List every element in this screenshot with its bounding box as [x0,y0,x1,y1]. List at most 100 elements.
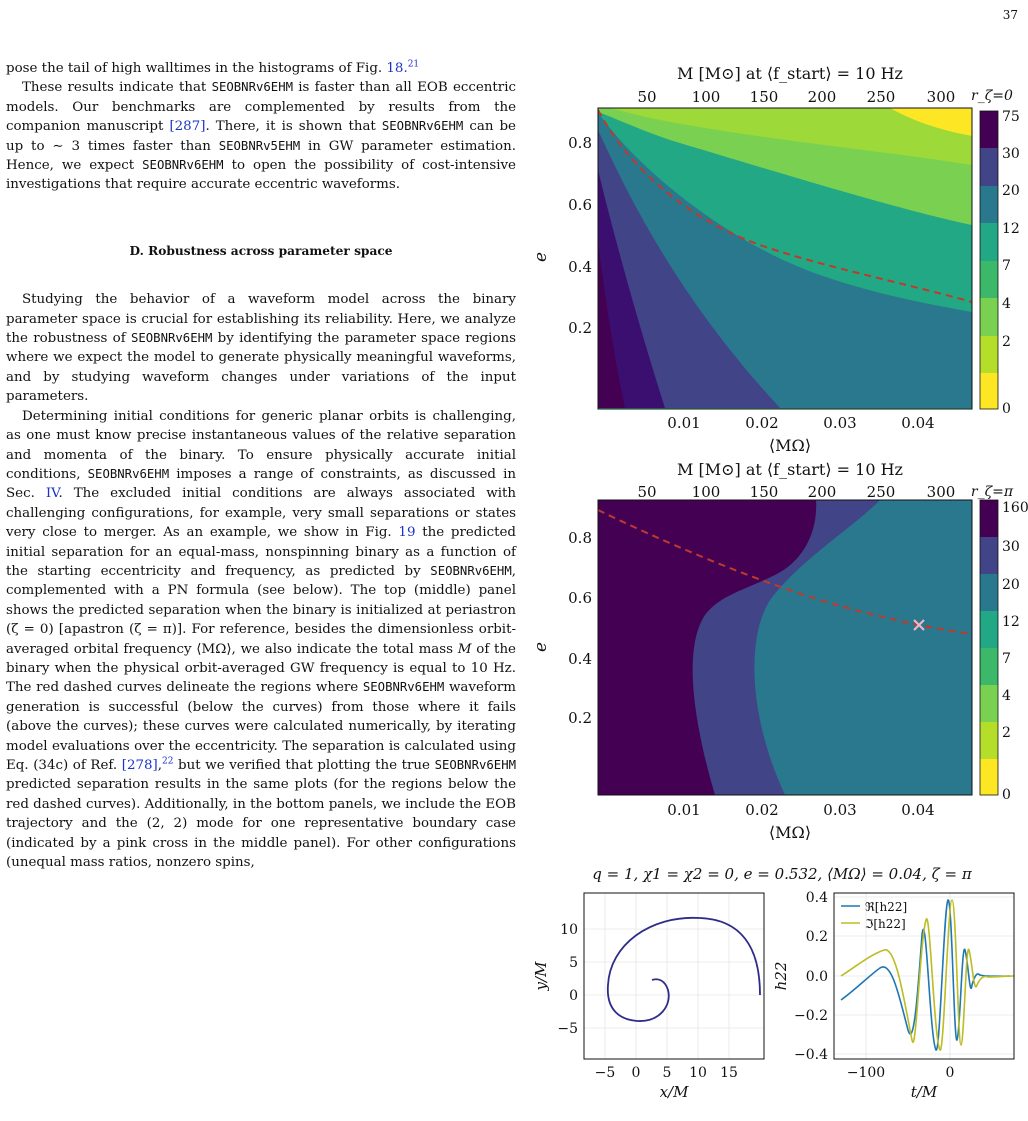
y-tick-label: 0.6 [568,196,592,214]
top-tick-label: 250 [867,88,896,106]
trajectory-curve [607,917,761,1022]
y-tick-label: 0.2 [568,319,592,337]
waveform-panel: ℜ[h22] ℑ[h22] −100 0 t/M 0.4 0.2 0.0 −0.… [772,890,1015,1101]
top-tick-label: 150 [750,483,779,501]
colorbar-tick: 0 [1002,787,1011,803]
x-tick-label: 0.02 [745,801,778,819]
contour-band [890,108,972,136]
x-tick-label: 0.01 [667,414,700,432]
colorbar-tick: 2 [1002,725,1011,741]
y-tick-label: 0.4 [806,890,828,906]
figure-link[interactable]: 19 [398,525,416,541]
top-tick-label: 100 [692,483,721,501]
colorbar-tick: 20 [1002,577,1020,593]
section-link[interactable]: IV [45,486,59,502]
top-tick-label: 50 [637,88,656,106]
top-tick-label: 300 [927,88,956,106]
top-tick-label: 200 [808,483,837,501]
colorbar-tick: 30 [1002,539,1020,555]
x-tick-label: 0.03 [823,414,856,432]
y-tick-label: −0.4 [794,1047,828,1063]
colorbar-tick: 30 [1002,146,1020,162]
legend-entry: ℜ[h22] [865,900,907,914]
top-ticks: 50 100 150 200 250 300 [637,483,955,501]
y-axis-label: e [531,642,551,652]
contour-band [610,108,972,165]
x-axis-label: t/M [911,1083,938,1101]
x-tick-label: 0.04 [901,801,934,819]
boundary-curve [598,109,972,303]
top-tick-label: 300 [927,483,956,501]
y-tick-label: 0.0 [806,969,828,985]
citation-link[interactable]: [278] [121,758,158,773]
page-number: 37 [1002,8,1018,22]
footnote-mark[interactable]: 21 [407,59,420,70]
y-ticks: 0.8 0.6 0.4 0.2 [568,134,592,337]
colorbar-tick: 4 [1002,688,1011,704]
colorbar-apastron: r_ζ=π 160 30 20 12 7 4 2 0 [971,484,1028,803]
y-axis-label: h22 [772,962,790,991]
colorbar-tick: 4 [1002,296,1011,312]
bottom-panels-title: q = 1, χ1 = χ2 = 0, e = 0.532, ⟨MΩ⟩ = 0.… [592,865,973,883]
section-heading: D. Robustness across parameter space [129,243,393,258]
y-axis-label: y/M [532,961,550,992]
x-axis-label: x/M [660,1083,690,1101]
y-tick-label: 5 [569,955,578,971]
paragraph: Determining initial conditions for gener… [6,408,517,871]
text-column: pose the tail of high walltimes in the h… [6,59,516,872]
colorbar-periastron: r_ζ=0 75 30 20 12 7 4 2 0 [971,88,1020,417]
y-tick-label: −0.2 [794,1008,828,1024]
y-tick-label: 0.4 [568,650,592,668]
y-axis-label: e [531,252,551,262]
paragraph: Studying the behavior of a waveform mode… [6,292,517,405]
x-tick-label: −100 [847,1065,885,1081]
contour-panel-periastron: M [M⊙] at ⟨f_start⟩ = 10 Hz 50 100 150 2… [531,64,1020,455]
x-tick-label: 0 [946,1065,955,1081]
wave-x-ticks: −100 0 [847,1065,955,1081]
boundary-curve [598,509,972,635]
figure-link[interactable]: 18. [386,61,408,76]
colorbar-label: r_ζ=π [971,484,1014,500]
colorbar-tick: 7 [1002,258,1011,274]
figure-19: M [M⊙] at ⟨f_start⟩ = 10 Hz 50 100 150 2… [531,64,1028,1101]
top-axis-title: M [M⊙] at ⟨f_start⟩ = 10 Hz [677,64,903,83]
x-axis-label: ⟨MΩ⟩ [769,436,811,455]
x-ticks: 0.01 0.02 0.03 0.04 [667,414,934,432]
paragraph: pose the tail of high walltimes in the h… [6,59,420,76]
wave-real-curve [840,899,1011,1051]
colorbar-tick: 20 [1002,183,1020,199]
top-axis-title: M [M⊙] at ⟨f_start⟩ = 10 Hz [677,460,903,479]
contour-band [598,170,665,408]
contour-bands [598,108,972,409]
y-tick-label: 10 [560,922,578,938]
y-tick-label: 0.8 [568,134,592,152]
footnote-mark[interactable]: 22 [162,756,174,767]
y-tick-label: 0.2 [568,709,592,727]
top-tick-label: 150 [750,88,779,106]
contour-band [598,240,625,408]
trajectory-panel: −5 0 5 10 15 x/M 10 5 0 −5 y/M [532,892,765,1101]
y-tick-label: 0.8 [568,529,592,547]
colorbar-tick: 7 [1002,651,1011,667]
colorbar-tick: 160 [1002,500,1028,516]
colorbar-tick: 2 [1002,334,1011,350]
top-ticks: 50 100 150 200 250 300 [637,88,955,106]
paragraph: These results indicate that SEOBNRv6EHM … [6,80,516,193]
top-tick-label: 100 [692,88,721,106]
colorbar-tick: 12 [1002,614,1020,630]
y-tick-label: 0.4 [568,258,592,276]
x-tick-label: 0.03 [823,801,856,819]
x-tick-label: −5 [595,1065,616,1081]
x-tick-label: 0 [632,1065,641,1081]
citation-link[interactable]: [287] [169,119,206,135]
traj-y-ticks: 10 5 0 −5 [557,922,578,1037]
y-tick-label: 0.2 [806,929,828,945]
top-tick-label: 50 [637,483,656,501]
top-tick-label: 250 [867,483,896,501]
colorbar-tick: 12 [1002,221,1020,237]
boundary-case-cross [913,619,925,631]
contour-panel-apastron: M [M⊙] at ⟨f_start⟩ = 10 Hz 50 100 150 2… [531,460,1028,842]
x-tick-label: 10 [689,1065,707,1081]
x-tick-label: 0.04 [901,414,934,432]
y-tick-label: 0.6 [568,589,592,607]
